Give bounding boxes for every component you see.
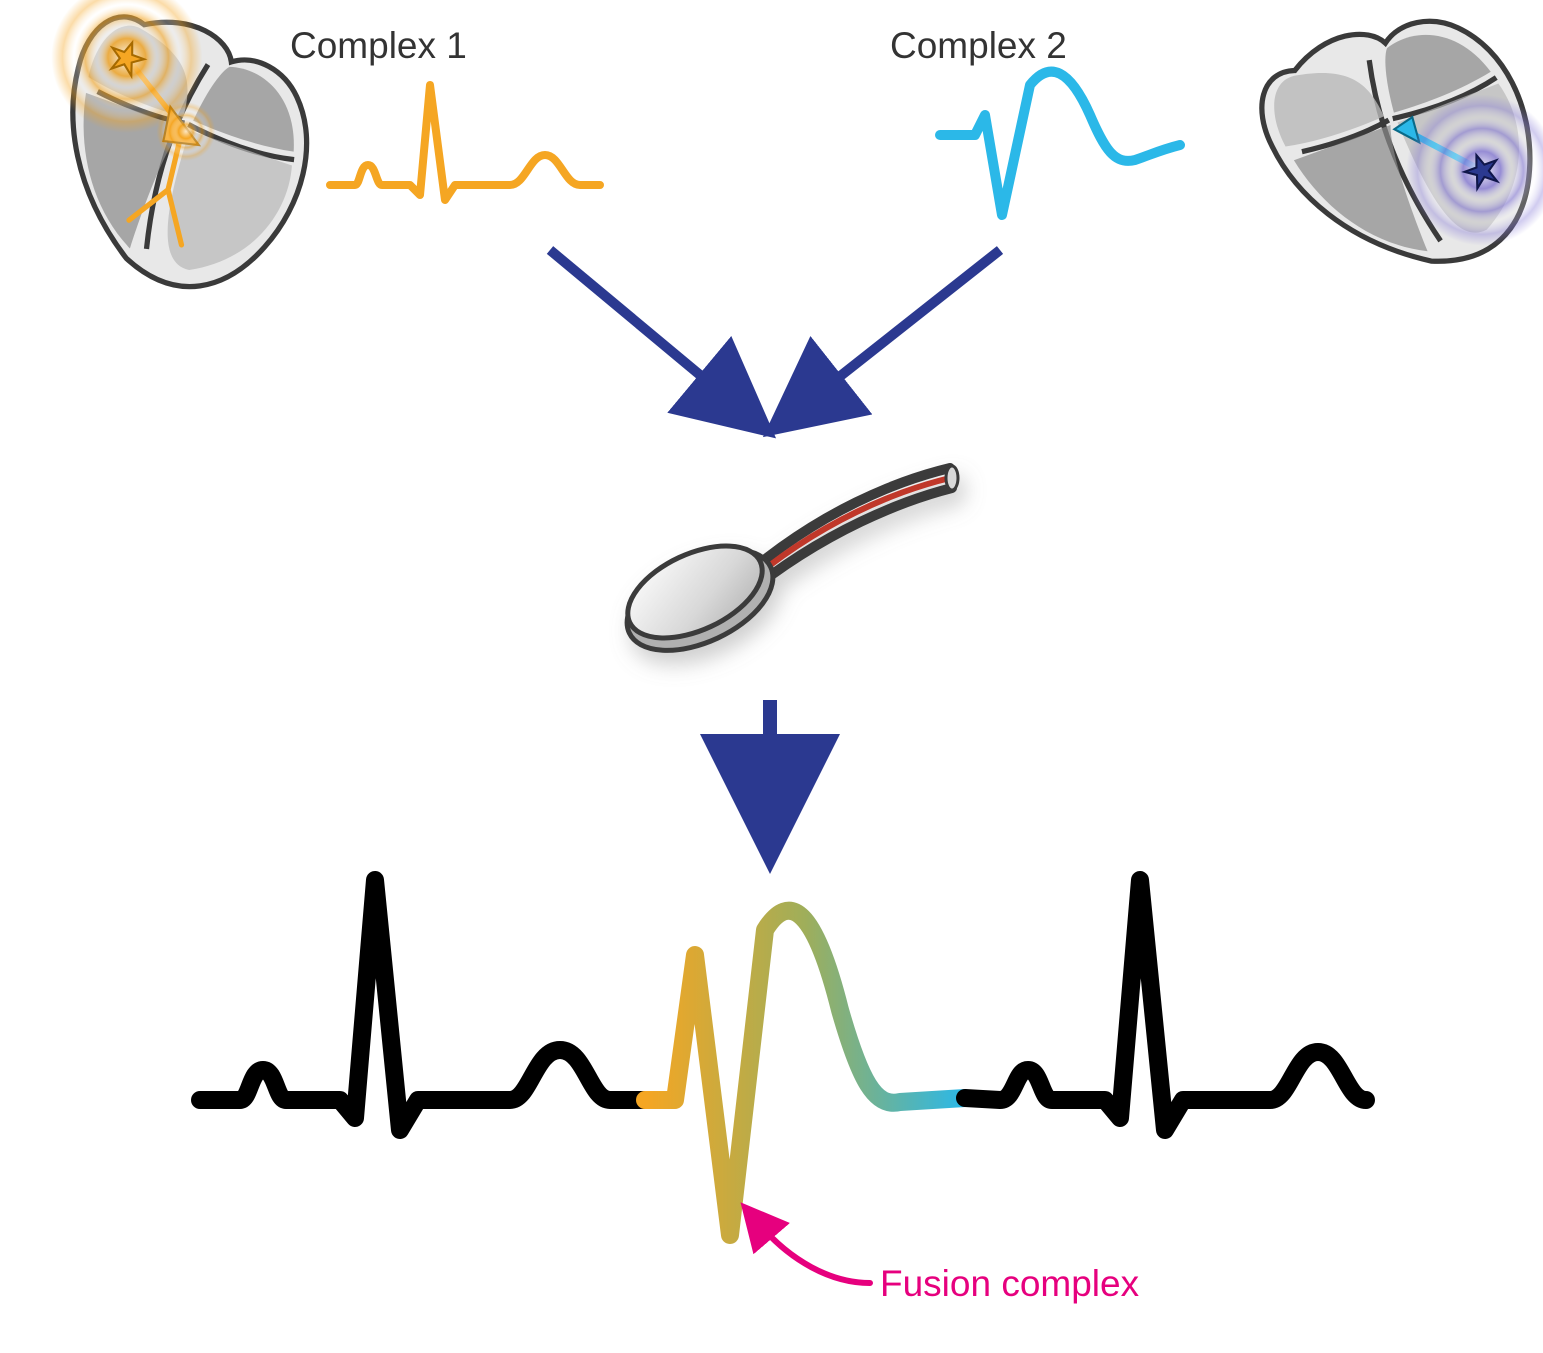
fusion-complex-segment	[645, 911, 965, 1235]
electrode-sensor	[612, 466, 958, 671]
arrow-complex1-to-electrode	[550, 250, 730, 400]
complex1-waveform	[330, 85, 600, 200]
complex2-waveform	[940, 72, 1180, 215]
callout-arrow-fusion	[760, 1225, 870, 1283]
arrow-complex2-to-electrode	[810, 250, 1000, 400]
ecg-strip	[200, 880, 1366, 1235]
diagram-canvas	[0, 0, 1543, 1353]
